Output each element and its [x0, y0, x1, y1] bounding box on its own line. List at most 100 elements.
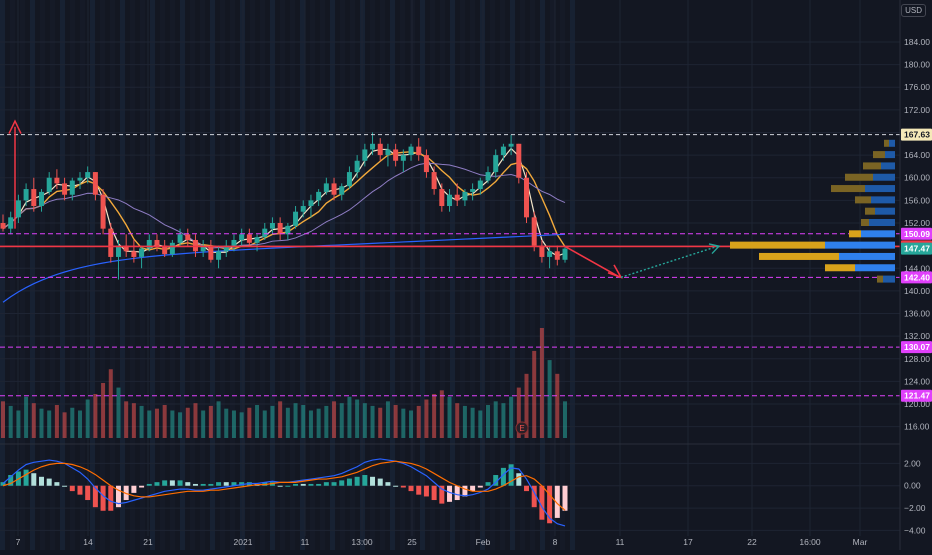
candle-body — [370, 143, 376, 150]
macd-histogram-bar — [108, 485, 114, 511]
candle-body — [308, 200, 314, 207]
candle-body — [393, 149, 399, 161]
macd-histogram-bar — [8, 475, 14, 486]
time-tick-label: 7 — [16, 537, 21, 547]
price-tag-label: 150.09 — [904, 229, 930, 239]
macd-histogram-bar — [416, 485, 422, 495]
volume-bar — [147, 410, 152, 438]
drawings[interactable]: E — [8, 119, 721, 435]
volume-bar — [509, 396, 514, 438]
session-band — [0, 0, 5, 550]
macd-histogram-bar — [239, 482, 245, 486]
candle-body — [216, 251, 222, 260]
macd-histogram-bar — [46, 478, 52, 486]
candle-body — [354, 160, 360, 173]
session-band — [550, 0, 555, 550]
macd-histogram-bar — [477, 485, 483, 488]
volume-bar — [131, 403, 136, 438]
volume-bar — [524, 373, 529, 438]
volume-bar — [301, 405, 306, 438]
volume-bar — [93, 394, 98, 438]
candle-body — [154, 239, 160, 246]
candle-body — [277, 223, 283, 235]
volume-bar — [470, 407, 475, 438]
volume-bar — [124, 401, 129, 438]
volume-profile-up — [825, 241, 895, 249]
candle-body — [115, 245, 121, 257]
time-tick-label: 22 — [747, 537, 757, 547]
session-band — [510, 0, 515, 550]
session-band — [100, 0, 105, 550]
price-tick-label: 128.00 — [904, 354, 930, 364]
price-tick-label: 136.00 — [904, 309, 930, 319]
earnings-marker — [515, 421, 529, 435]
macd-histogram-bar — [524, 485, 530, 492]
candle-body — [8, 217, 14, 229]
volume-bar — [293, 403, 298, 438]
volume-bar — [77, 410, 82, 438]
macd-histogram-bar — [370, 476, 376, 486]
volume-bar — [39, 408, 44, 438]
macd-histogram-bar — [331, 482, 337, 486]
macd-histogram-bar — [562, 485, 568, 511]
session-band — [310, 0, 315, 550]
candle-body — [316, 191, 322, 201]
price-tag-bg — [901, 242, 932, 255]
macd-tick-label: 0.00 — [904, 481, 921, 491]
macd-histogram-bar — [339, 480, 345, 486]
candle-body — [470, 189, 476, 192]
session-band — [20, 0, 25, 550]
volume-profile-up — [855, 264, 895, 272]
volume-bar — [455, 403, 460, 438]
candle-body — [31, 189, 37, 207]
macd-histogram-bar — [154, 482, 160, 486]
volume-bar — [547, 360, 552, 438]
volume-bar — [355, 399, 360, 438]
session-band — [180, 0, 185, 550]
volume-profile-down — [759, 252, 839, 260]
candle-body — [69, 180, 75, 195]
candle-body — [300, 206, 306, 212]
volume-profile-up — [881, 162, 895, 170]
volume-bar — [85, 399, 90, 438]
session-band — [70, 0, 75, 550]
session-band — [130, 0, 135, 550]
volume-bar — [101, 383, 106, 438]
currency-label[interactable]: USD — [901, 4, 926, 17]
volume-bar — [70, 407, 75, 438]
session-band — [520, 0, 525, 550]
macd-histogram-bar — [185, 482, 191, 486]
candle-body — [500, 146, 506, 156]
price-tick-label: 160.00 — [904, 173, 930, 183]
macd-histogram-bar — [139, 485, 145, 488]
session-band — [470, 0, 475, 550]
volume-bar — [493, 401, 498, 438]
volume-profile-down — [831, 185, 865, 193]
macd-histogram-bar — [508, 464, 514, 486]
session-band — [370, 0, 375, 550]
session-band — [530, 0, 535, 550]
candle-body — [293, 211, 299, 226]
macd-histogram-bar — [177, 480, 183, 486]
volume-bar — [501, 403, 506, 438]
candle-body — [516, 143, 522, 178]
macd-histogram-bar — [285, 485, 291, 487]
candle-body — [454, 194, 460, 201]
volume-bar — [347, 396, 352, 438]
volume-profile-down — [865, 207, 875, 215]
session-band — [260, 0, 265, 550]
session-band — [500, 0, 505, 550]
session-band — [440, 0, 445, 550]
macd-histogram-bar — [323, 482, 329, 486]
session-band — [30, 0, 35, 550]
session-band — [320, 0, 325, 550]
candle-body — [423, 155, 429, 173]
candle-body — [269, 223, 275, 229]
session-band — [340, 0, 345, 550]
macd-tick-label: −4.00 — [904, 525, 926, 535]
session-band — [560, 0, 565, 550]
macd-histogram-bar — [454, 485, 460, 501]
macd-histogram-bar — [54, 482, 60, 486]
